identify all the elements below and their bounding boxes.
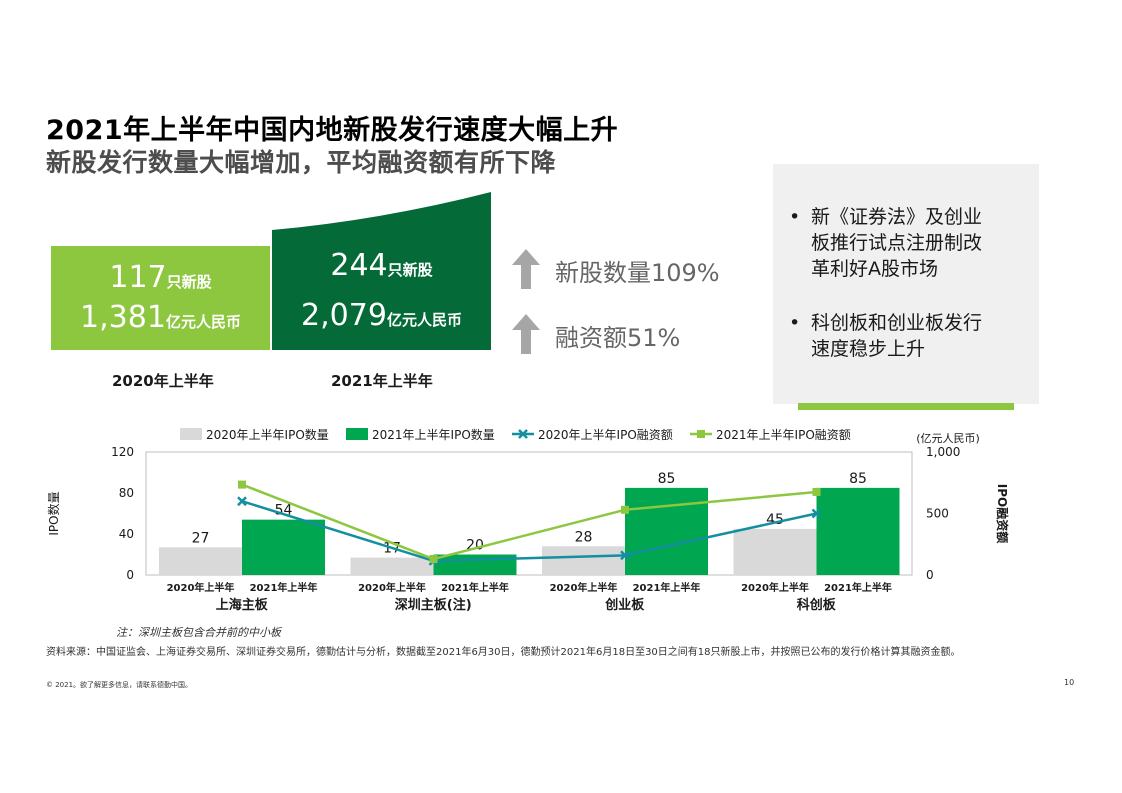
- panel-accent-bar: [798, 403, 1014, 410]
- line-point: [811, 508, 822, 519]
- bar: [542, 546, 625, 575]
- legend-label: 2021年上半年IPO融资额: [716, 428, 851, 442]
- count-2020: 117: [109, 260, 167, 295]
- y-tick-label: 40: [119, 527, 134, 541]
- copyright: © 2021。欲了解更多信息，请联系德勤中国。: [46, 681, 193, 689]
- growth-count-value: 109%: [651, 259, 720, 287]
- summary-box-2021: 244只新股 2,079亿元人民币: [272, 180, 491, 350]
- line-point: [237, 496, 247, 507]
- y2-tick-label: 0: [926, 568, 934, 582]
- amount-unit-2021: 亿元人民币: [386, 311, 462, 329]
- bar-value-label: 28: [575, 529, 593, 545]
- y-tick-label: 0: [126, 568, 134, 582]
- bar-value-label: 27: [192, 530, 210, 546]
- highlights-panel: • 新《证券法》及创业 板推行试点注册制改 革利好A股市场 • 科创板和创业板发…: [773, 164, 1039, 404]
- year-label-2020: 2020年上半年: [112, 372, 214, 390]
- highlight-bullet-2: • 科创板和创业板发行 速度稳步上升: [789, 312, 983, 360]
- bar: [350, 557, 434, 575]
- plot-frame: [145, 451, 913, 576]
- bar: [242, 519, 325, 575]
- amount-2020: 1,381: [80, 300, 166, 335]
- series-line: [241, 500, 817, 563]
- sub-category-label: 2021年上半年: [441, 581, 509, 594]
- series-line: [241, 483, 817, 561]
- legend-swatch: [180, 428, 202, 440]
- bar-value-label: 45: [766, 512, 784, 528]
- y2-unit-label: (亿元人民币): [916, 432, 980, 445]
- legend-swatch: [346, 428, 368, 440]
- growth-amount: 融资额51%: [555, 318, 680, 353]
- amount-2021: 2,079: [301, 298, 387, 333]
- legend-marker: [518, 429, 528, 439]
- y2-axis-label: IPO融资额: [995, 484, 1010, 543]
- y-tick-label: 80: [119, 486, 134, 500]
- up-arrow-icon: [512, 249, 540, 289]
- highlight-bullet-1: • 新《证券法》及创业 板推行试点注册制改 革利好A股市场: [789, 206, 983, 280]
- line-point: [621, 505, 629, 514]
- sub-category-label: 2020年上半年: [550, 581, 618, 594]
- line-point: [238, 480, 246, 489]
- up-arrow-icon: [512, 314, 540, 354]
- bar: [159, 547, 242, 575]
- page-title: 2021年上半年中国内地新股发行速度大幅上升: [46, 115, 619, 146]
- legend-marker: [697, 430, 705, 438]
- y-axis-label: IPO数量: [46, 491, 61, 535]
- category-label: 深圳主板(注): [395, 597, 472, 613]
- sub-category-label: 2020年上半年: [167, 581, 235, 594]
- source-text: 资料来源：中国证监会、上海证券交易所、深圳证券交易所，德勤估计与分析，数据截至2…: [46, 647, 961, 658]
- summary-box-2021-bg: [272, 192, 491, 350]
- growth-amount-label: 融资额: [555, 324, 627, 352]
- sub-category-label: 2020年上半年: [741, 581, 809, 594]
- bar-value-label: 85: [658, 471, 676, 487]
- line-point: [429, 555, 438, 564]
- y2-tick-label: 500: [926, 507, 949, 521]
- growth-count: 新股数量109%: [555, 253, 720, 288]
- line-point: [620, 550, 630, 561]
- page-number: 10: [1064, 678, 1075, 687]
- sub-category-label: 2021年上半年: [250, 581, 318, 594]
- category-label: 创业板: [604, 597, 645, 613]
- legend-label: 2021年上半年IPO数量: [372, 427, 495, 442]
- bar: [816, 487, 900, 575]
- y-tick-label: 120: [111, 445, 134, 459]
- growth-count-label: 新股数量: [555, 259, 651, 287]
- line-point: [812, 487, 821, 496]
- category-label: 科创板: [797, 597, 837, 613]
- count-2021: 244: [330, 248, 388, 283]
- count-unit-2021: 只新股: [387, 261, 433, 279]
- year-label-2021: 2021年上半年: [331, 372, 433, 390]
- growth-amount-value: 51%: [627, 324, 681, 352]
- y2-tick-label: 1,000: [926, 445, 960, 459]
- summary-box-2020: 117只新股 1,381亿元人民币: [51, 246, 270, 350]
- page-subtitle: 新股发行数量大幅增加，平均融资额有所下降: [46, 148, 557, 177]
- legend-label: 2020年上半年IPO融资额: [538, 428, 673, 442]
- sub-category-label: 2020年上半年: [358, 581, 426, 594]
- bar: [733, 528, 817, 575]
- amount-unit-2020: 亿元人民币: [165, 313, 241, 331]
- bar: [625, 487, 708, 575]
- count-unit-2020: 只新股: [166, 273, 212, 291]
- category-label: 上海主板: [216, 597, 269, 613]
- sub-category-label: 2021年上半年: [633, 581, 701, 594]
- chart-note: 注：深圳主板包含合并前的中小板: [116, 626, 281, 639]
- bar-value-label: 85: [849, 471, 867, 487]
- legend-label: 2020年上半年IPO数量: [206, 427, 329, 442]
- sub-category-label: 2021年上半年: [824, 581, 892, 594]
